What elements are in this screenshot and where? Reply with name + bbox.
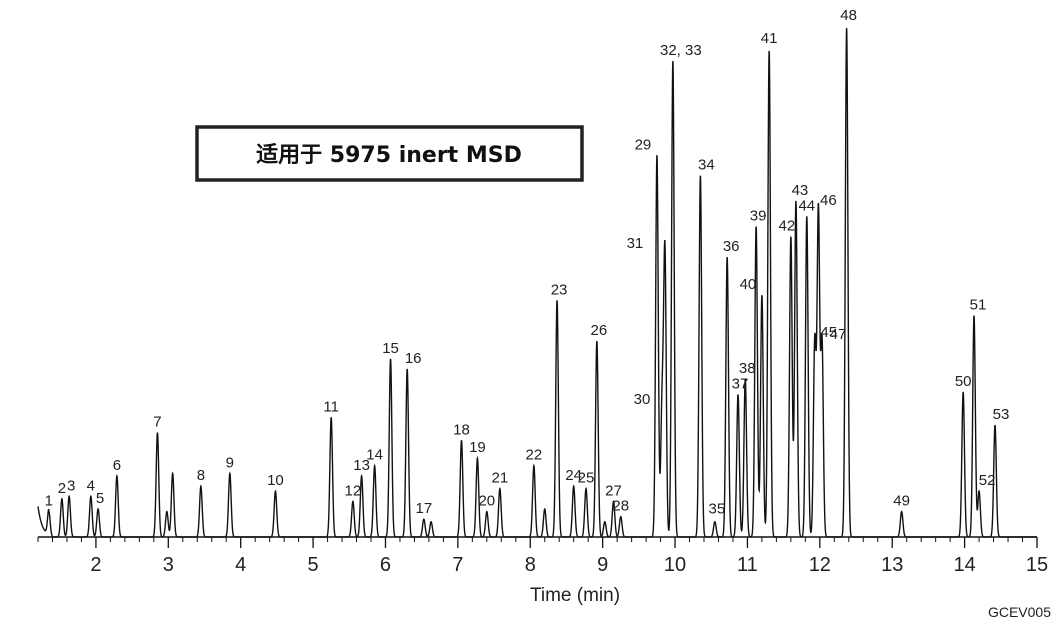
peak-label: 25 bbox=[578, 470, 595, 487]
x-axis-title: Time (min) bbox=[530, 585, 620, 606]
peak-label: 47 bbox=[830, 326, 847, 343]
title-box: 适用于 5975 inert MSD bbox=[195, 125, 584, 182]
x-tick-label: 7 bbox=[452, 554, 463, 576]
peak-label: 31 bbox=[627, 235, 644, 252]
peak-label: 40 bbox=[740, 276, 757, 293]
x-tick-label: 12 bbox=[809, 554, 831, 576]
peak-label: 48 bbox=[840, 7, 857, 24]
peak-label: 38 bbox=[739, 360, 756, 377]
figure-code: GCEV005 bbox=[988, 604, 1051, 620]
peak-label: 36 bbox=[723, 238, 740, 255]
peak-label: 16 bbox=[405, 350, 422, 367]
peak-label: 24 bbox=[565, 467, 582, 484]
peak-label: 21 bbox=[492, 470, 509, 487]
x-tick-label: 6 bbox=[380, 554, 391, 576]
peak-label: 12 bbox=[345, 482, 362, 499]
peak-label: 3 bbox=[67, 477, 75, 494]
peak-label: 20 bbox=[478, 493, 495, 510]
peak-label: 13 bbox=[353, 457, 370, 474]
peak-label: 43 bbox=[792, 182, 809, 199]
peak-label: 4 bbox=[87, 477, 95, 494]
peak-label: 50 bbox=[955, 373, 972, 390]
peak-label: 32, 33 bbox=[660, 42, 702, 59]
peak-label: 7 bbox=[153, 414, 161, 431]
x-tick-label: 2 bbox=[90, 554, 101, 576]
peak-label: 42 bbox=[779, 218, 796, 235]
peak-label: 37 bbox=[732, 375, 749, 392]
peak-label: 35 bbox=[709, 501, 726, 518]
peak-label: 34 bbox=[698, 157, 715, 174]
x-tick-label: 9 bbox=[597, 554, 608, 576]
peak-labels: 12 3 4567891011121314151617181920212223242… bbox=[45, 7, 1010, 518]
peak-label: 41 bbox=[761, 30, 778, 47]
peak-label: 6 bbox=[113, 457, 121, 474]
peak-label: 5 bbox=[96, 490, 104, 507]
x-axis: 2 3 4 5 6 7 8 9 10 11 12 13 14 15 bbox=[37, 536, 1048, 576]
peak-label: 49 bbox=[893, 493, 910, 510]
x-tick-label: 4 bbox=[235, 554, 246, 576]
peak-label: 26 bbox=[591, 322, 608, 339]
title-box-frame bbox=[195, 125, 584, 182]
peak-label: 2 bbox=[58, 480, 66, 497]
x-tick-label: 14 bbox=[953, 554, 975, 576]
peak-label: 27 bbox=[605, 482, 622, 499]
peak-label: 39 bbox=[750, 208, 767, 225]
peak-label: 17 bbox=[416, 500, 433, 517]
peak-label: 18 bbox=[453, 421, 470, 438]
x-tick-label: 5 bbox=[308, 554, 319, 576]
x-tick-label: 11 bbox=[737, 554, 758, 576]
peak-label: 53 bbox=[993, 406, 1010, 423]
peak-label: 29 bbox=[635, 136, 652, 153]
peak-label: 15 bbox=[382, 340, 399, 357]
x-tick-label: 3 bbox=[163, 554, 174, 576]
peak-label: 1 bbox=[45, 493, 53, 510]
peak-label: 30 bbox=[634, 391, 651, 408]
x-tick-label: 13 bbox=[881, 554, 903, 576]
peak-label: 11 bbox=[323, 398, 339, 415]
chart-title: 适用于 5975 inert MSD bbox=[256, 143, 522, 168]
peak-label: 10 bbox=[267, 472, 284, 489]
peak-label: 52 bbox=[979, 472, 996, 489]
peak-label: 23 bbox=[551, 281, 568, 298]
x-tick-label: 8 bbox=[525, 554, 536, 576]
peak-label: 51 bbox=[970, 297, 987, 314]
peak-label: 22 bbox=[526, 447, 543, 464]
peak-label: 28 bbox=[612, 498, 629, 515]
peak-label: 46 bbox=[820, 192, 837, 209]
peak-label: 19 bbox=[469, 439, 486, 456]
x-tick-label: 10 bbox=[664, 554, 686, 576]
peak-label: 45 bbox=[820, 324, 837, 341]
peak-label: 14 bbox=[366, 447, 383, 464]
peak-label: 8 bbox=[197, 467, 205, 484]
peak-label: 44 bbox=[798, 197, 815, 214]
x-tick-label: 15 bbox=[1026, 554, 1048, 576]
peak-label: 9 bbox=[226, 454, 234, 471]
